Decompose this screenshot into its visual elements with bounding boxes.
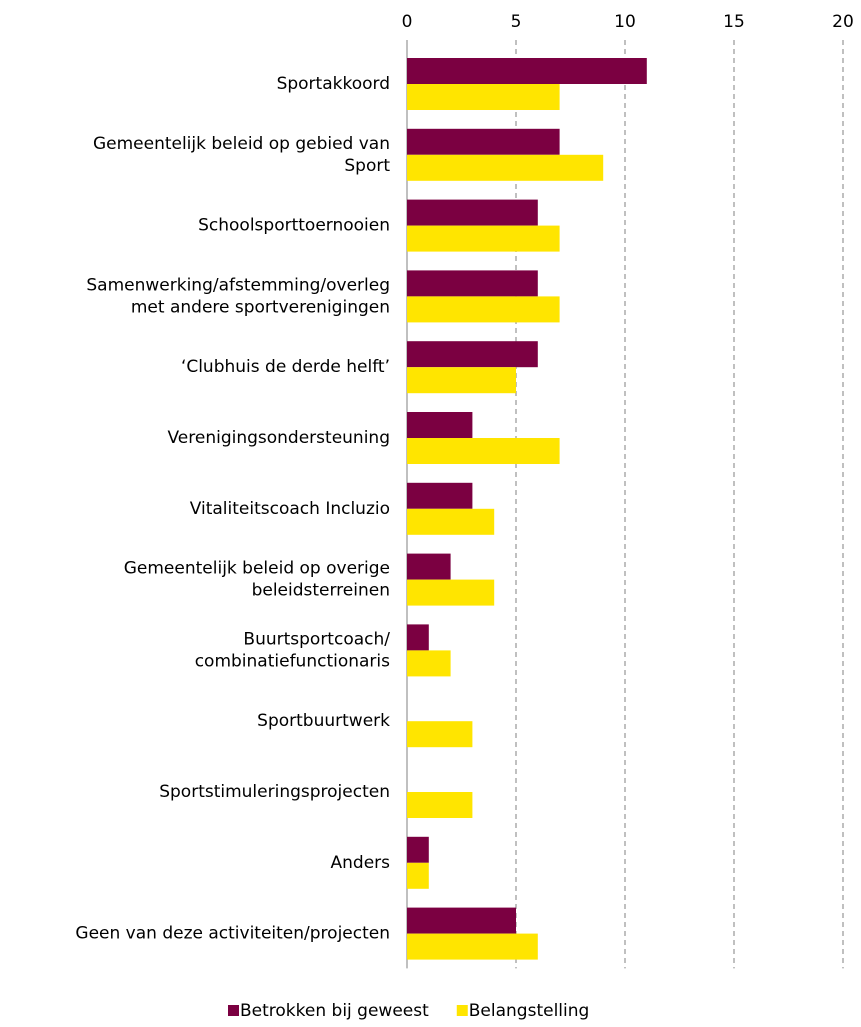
- legend-swatch: [456, 1005, 468, 1016]
- bar: [407, 199, 538, 226]
- bar: [407, 508, 495, 535]
- bar: [407, 907, 516, 934]
- bar: [407, 792, 473, 818]
- y-tick-label: Samenwerking/afstemming/overleg met ander…: [86, 275, 390, 317]
- bar: [407, 367, 516, 394]
- bar: [407, 862, 429, 889]
- bar: [407, 270, 538, 297]
- y-tick-label: Schoolsporttoernooien: [198, 216, 390, 236]
- bar: [407, 721, 473, 748]
- bar: [407, 341, 538, 368]
- y-tick-label: Geen van deze activiteiten/projecten: [75, 924, 390, 944]
- bar: [407, 438, 560, 464]
- bar: [407, 933, 538, 960]
- y-tick-label: Sportakkoord: [277, 74, 390, 94]
- bar: [407, 482, 473, 509]
- y-tick-label: Gemeentelijk beleid op overige beleidster…: [124, 559, 390, 601]
- bar: [407, 579, 495, 606]
- bar: [407, 624, 429, 651]
- bar: [407, 225, 560, 252]
- x-tick-label: 15: [723, 12, 745, 32]
- bar: [407, 128, 560, 155]
- y-tick-label: Sportstimuleringsprojecten: [159, 782, 390, 802]
- x-tick-label: 20: [832, 12, 854, 32]
- legend-label: Belangstelling: [469, 1001, 590, 1021]
- y-tick-label: Vitaliteitscoach Incluzio: [190, 499, 390, 519]
- y-tick-label: Verenigingsondersteuning: [167, 428, 390, 448]
- x-tick-label: 0: [402, 12, 413, 32]
- bar: [407, 412, 473, 438]
- y-tick-label: Sportbuurtwerk: [257, 711, 390, 731]
- y-tick-label: Gemeentelijk beleid op gebied van Sport: [93, 134, 390, 176]
- bar: [407, 296, 560, 323]
- bar: [407, 58, 647, 84]
- x-tick-label: 10: [614, 12, 636, 32]
- legend-swatch: [228, 1005, 239, 1016]
- bar: [407, 84, 560, 110]
- legend-label: Betrokken bij geweest: [240, 1001, 429, 1021]
- x-tick-label: 5: [511, 12, 522, 32]
- bar: [407, 553, 451, 580]
- bar: [407, 836, 429, 863]
- bar: [407, 650, 451, 677]
- y-tick-label: ‘Clubhuis de derde helft’: [181, 357, 390, 377]
- bar: [407, 154, 604, 181]
- y-tick-label: Buurtsportcoach/combinatiefunctionaris: [195, 629, 391, 671]
- y-tick-label: Anders: [331, 853, 391, 873]
